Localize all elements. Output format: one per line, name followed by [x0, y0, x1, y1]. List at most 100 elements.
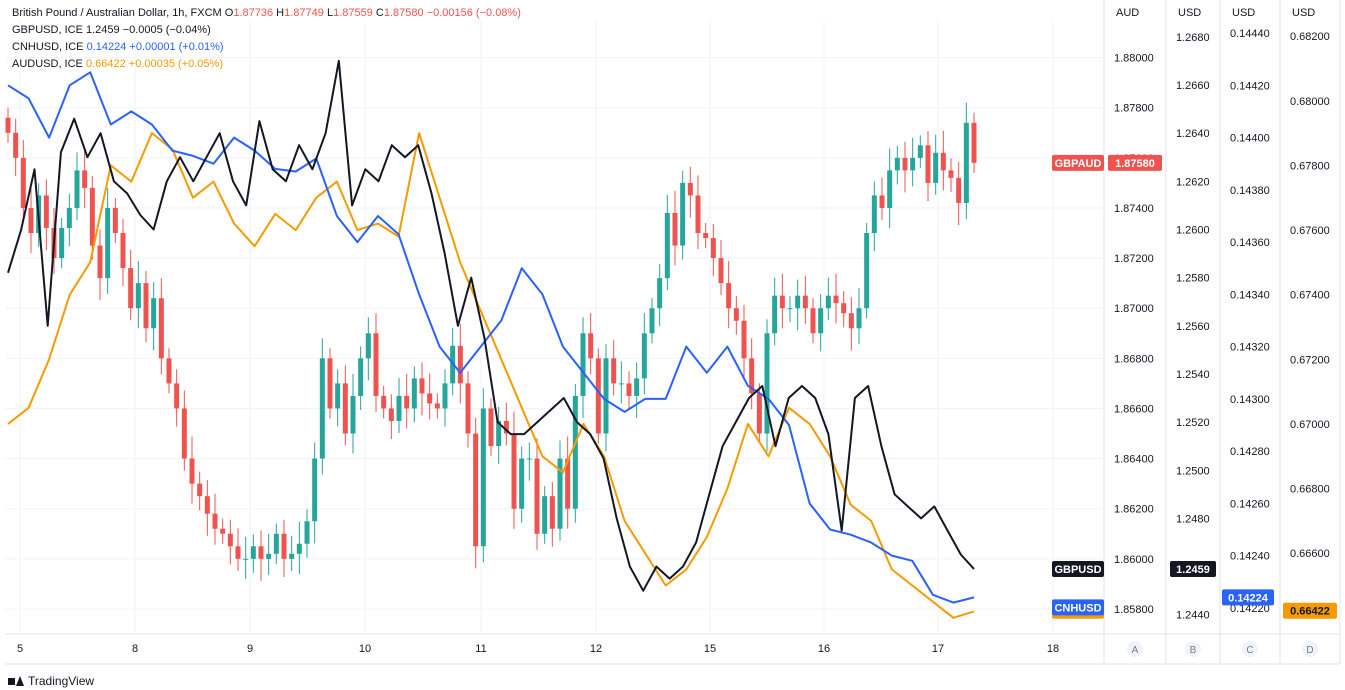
legend-main[interactable]: British Pound / Australian Dollar, 1h, F…: [12, 5, 521, 22]
y-tick-label: 1.2640: [1176, 128, 1210, 140]
candle-body: [611, 358, 617, 384]
candle-body: [618, 383, 624, 385]
time-axis[interactable]: 5 8 9 10 11 12 15 16 17 18: [17, 643, 1059, 655]
candle-body: [726, 283, 732, 309]
scale-header: USD: [1292, 7, 1315, 19]
candle-body: [427, 393, 433, 404]
candle-body: [565, 458, 571, 509]
x-tick-label: 8: [132, 643, 138, 655]
x-tick-label: 15: [704, 643, 716, 655]
candle-body: [158, 298, 164, 359]
y-tick-label: 0.14320: [1230, 342, 1270, 354]
candle-body: [818, 308, 824, 334]
y-tick-label: 0.14300: [1230, 394, 1270, 406]
candle-body: [358, 358, 364, 396]
legend-cnhusd[interactable]: CNHUSD, ICE 0.14224 +0.00001 (+0.01%): [12, 39, 521, 56]
candle-body: [266, 553, 272, 559]
x-tick-label: 10: [359, 643, 371, 655]
candle-body: [756, 393, 762, 434]
candle-body: [304, 521, 310, 544]
brand-name: TradingView: [28, 674, 95, 688]
candle-body: [105, 207, 111, 279]
tag-gbpusd-name-bg: [1052, 560, 1104, 577]
legend-o-label: O: [224, 7, 234, 19]
tag-cnhusd-value-text: 0.14224: [1228, 592, 1269, 604]
candle-body: [802, 295, 808, 309]
candle-body: [243, 558, 249, 560]
candle-body: [641, 333, 647, 379]
candle-body: [695, 195, 701, 234]
candle-body: [580, 333, 586, 396]
candle-body: [894, 157, 900, 171]
x-tick-label: 17: [932, 643, 944, 655]
candle-body: [810, 308, 816, 334]
candle-body: [89, 187, 95, 246]
candle-body: [258, 546, 264, 559]
y-tick-label: 1.2500: [1176, 465, 1210, 477]
candle-body: [833, 295, 839, 304]
line-gbpusd: [7, 59, 975, 592]
candle-body: [273, 533, 279, 554]
candle-body: [74, 170, 80, 208]
y-tick-label: 1.87200: [1114, 253, 1154, 265]
x-tick-label: 9: [247, 643, 253, 655]
scale-letter: D: [1306, 645, 1313, 656]
candle-body: [687, 182, 693, 196]
candle-body: [419, 378, 425, 394]
candle-body: [151, 298, 157, 329]
y-tick-label: 1.87400: [1114, 203, 1154, 215]
candles-gbpaud: [5, 102, 977, 581]
candle-body: [404, 395, 410, 409]
candle-body: [166, 358, 172, 384]
legend-cnhusd-change: +0.00001 (+0.01%): [129, 41, 224, 53]
candle-body: [549, 496, 555, 529]
candle-body: [13, 132, 19, 158]
y-tick-label: 0.67600: [1290, 225, 1330, 237]
candle-body: [848, 313, 854, 329]
candle-body: [250, 546, 256, 559]
legend-h-label: H: [276, 7, 285, 19]
candle-body: [82, 170, 88, 188]
candle-body: [626, 383, 632, 396]
candle-body: [703, 233, 709, 239]
price-scales[interactable]: AUD1.880001.878001.876001.874001.872001.…: [1114, 7, 1330, 657]
candle-body: [227, 533, 233, 547]
grid: [5, 0, 1341, 665]
candle-body: [672, 212, 678, 246]
y-tick-label: 0.67800: [1290, 160, 1330, 172]
candle-body: [749, 358, 755, 394]
legend-audusd[interactable]: AUDUSD, ICE 0.66422 +0.00035 (+0.05%): [12, 56, 521, 73]
tag-audusd-value-text: 0.66422: [1290, 606, 1330, 618]
legend-gbpusd-symbol: GBPUSD, ICE: [12, 24, 83, 36]
candle-body: [764, 333, 770, 434]
candle-body: [511, 433, 517, 509]
candle-body: [948, 170, 954, 178]
candle-body: [603, 358, 609, 434]
candle-body: [887, 170, 893, 208]
candle-body: [534, 458, 540, 534]
y-tick-label: 0.14260: [1230, 498, 1270, 510]
candle-body: [480, 408, 486, 547]
legend-audusd-symbol: AUDUSD, ICE: [12, 58, 83, 70]
candle-body: [20, 157, 26, 208]
tradingview-brand[interactable]: TradingView: [8, 674, 94, 688]
candle-body: [335, 383, 341, 409]
line-cnhusd: [7, 71, 975, 604]
candle-body: [741, 320, 747, 359]
candle-body: [120, 233, 126, 269]
candle-body: [733, 308, 739, 321]
candle-body: [181, 408, 187, 459]
candle-body: [5, 117, 11, 133]
y-tick-label: 0.66800: [1290, 484, 1330, 496]
candle-body: [289, 553, 295, 559]
y-tick-label: 1.2440: [1176, 610, 1210, 622]
candle-body: [879, 195, 885, 208]
tradingview-logo-icon: [8, 676, 24, 686]
legend-gbpusd[interactable]: GBPUSD, ICE 1.2459 −0.0005 (−0.04%): [12, 22, 521, 39]
legend-symbol: British Pound / Australian Dollar, 1h, F…: [12, 7, 222, 19]
scale-header: USD: [1178, 7, 1201, 19]
candle-body: [503, 420, 509, 434]
candle-body: [519, 458, 525, 509]
candle-body: [542, 496, 548, 534]
